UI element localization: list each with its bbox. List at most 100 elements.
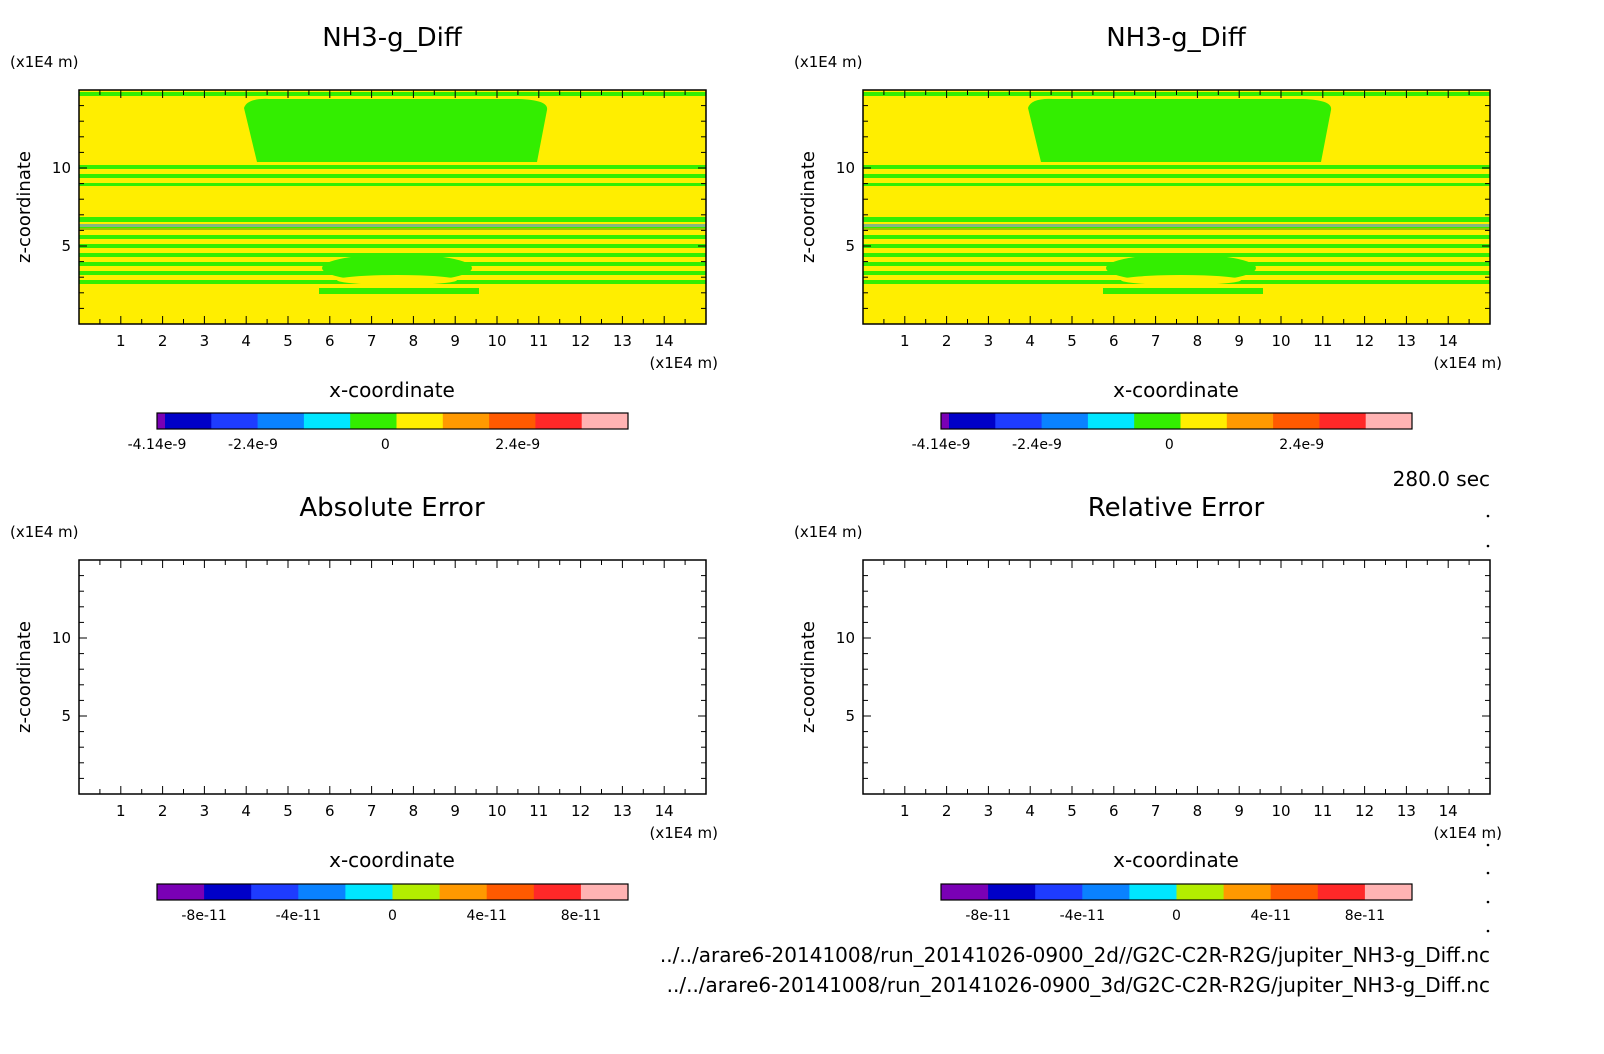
colorbar-cell bbox=[1180, 413, 1228, 429]
colorbar-label: 0 bbox=[1172, 908, 1181, 924]
x-tick-label: 1 bbox=[116, 802, 126, 820]
colorbar-cell bbox=[1082, 884, 1130, 900]
colorbar-cell bbox=[345, 884, 393, 900]
colorbar-cell bbox=[303, 413, 351, 429]
x-tick-label: 9 bbox=[1234, 332, 1244, 350]
marker-dot bbox=[1486, 900, 1490, 904]
x-tick-label: 12 bbox=[571, 332, 590, 350]
field-bump bbox=[1121, 275, 1241, 285]
colorbar-cell bbox=[486, 884, 535, 900]
y-tick-label: 5 bbox=[61, 707, 71, 725]
y-tick-label: 10 bbox=[52, 629, 71, 647]
y-tick-label: 10 bbox=[836, 629, 855, 647]
x-tick-label: 9 bbox=[450, 332, 460, 350]
marker-dot bbox=[1486, 871, 1490, 875]
field-bump bbox=[1106, 254, 1256, 282]
y-axis-label: z-coordinate bbox=[14, 621, 35, 733]
colorbar-cell bbox=[995, 413, 1043, 429]
colorbar-cell bbox=[257, 413, 305, 429]
colorbar-label: -8e-11 bbox=[181, 908, 226, 924]
x-unit-label: (x1E4 m) bbox=[649, 824, 718, 842]
field-band bbox=[79, 174, 706, 178]
field-band bbox=[79, 244, 706, 248]
x-tick-label: 4 bbox=[1025, 802, 1035, 820]
colorbar-cell bbox=[581, 413, 629, 429]
colorbar-label: 8e-11 bbox=[561, 908, 601, 924]
x-tick-label: 11 bbox=[1313, 332, 1332, 350]
y-unit-label: (x1E4 m) bbox=[10, 523, 79, 541]
x-tick-label: 14 bbox=[1439, 802, 1458, 820]
colorbar-label: -2.4e-9 bbox=[1012, 437, 1062, 453]
colorbar-cell bbox=[489, 413, 536, 429]
colorbar: -4.14e-9 -2.4e-9 0 2.4e-9 bbox=[912, 412, 1413, 453]
y-axis-label: z-coordinate bbox=[798, 151, 819, 263]
x-tick-label: 7 bbox=[1151, 332, 1161, 350]
colorbar-cell bbox=[535, 413, 583, 429]
field-shear-layer bbox=[79, 224, 706, 227]
colorbar-label: -4e-11 bbox=[1060, 908, 1105, 924]
x-tick-label: 6 bbox=[1109, 332, 1119, 350]
colorbar-cell bbox=[442, 413, 490, 429]
field-band bbox=[863, 217, 1490, 222]
colorbar-cell bbox=[1273, 413, 1320, 429]
field-band bbox=[79, 165, 706, 169]
colorbar-cell bbox=[439, 884, 488, 900]
x-tick-label: 2 bbox=[158, 332, 168, 350]
chart-panel-2: NH3-g_Diff(x1E4 m)1 2 3 4 5 6 7 8 9 10 11 12 13 14510… bbox=[794, 23, 1502, 453]
field-bump bbox=[337, 275, 457, 285]
x-tick-label: 8 bbox=[1193, 332, 1203, 350]
y-tick-label: 5 bbox=[845, 707, 855, 725]
chart-title: Relative Error bbox=[1088, 493, 1265, 523]
x-tick-label: 6 bbox=[1109, 802, 1119, 820]
colorbar-cell bbox=[1134, 413, 1181, 429]
colorbar-label: -4.14e-9 bbox=[912, 437, 971, 453]
x-tick-label: 1 bbox=[900, 332, 910, 350]
colorbar-label: 0 bbox=[381, 437, 390, 453]
colorbar-label: -4.14e-9 bbox=[128, 437, 187, 453]
x-tick-label: 6 bbox=[325, 332, 335, 350]
chart-title: NH3-g_Diff bbox=[1106, 23, 1247, 53]
x-tick-label: 4 bbox=[241, 802, 251, 820]
x-tick-label: 2 bbox=[942, 332, 952, 350]
field-shear-layer bbox=[79, 228, 706, 230]
x-tick-label: 3 bbox=[984, 802, 994, 820]
colorbar-cell bbox=[1087, 413, 1135, 429]
field-bump bbox=[319, 288, 479, 294]
x-tick-label: 6 bbox=[325, 802, 335, 820]
file-path: ../../arare6-20141008/run_20141026-0900_… bbox=[667, 973, 1490, 997]
field-cap bbox=[244, 98, 548, 162]
y-unit-label: (x1E4 m) bbox=[10, 53, 79, 71]
field-shear-layer bbox=[863, 228, 1490, 230]
colorbar-label: 0 bbox=[1165, 437, 1174, 453]
plot-area bbox=[863, 560, 1490, 794]
colorbar-cell bbox=[298, 884, 346, 900]
x-tick-label: 11 bbox=[1313, 802, 1332, 820]
colorbar-cell bbox=[1319, 413, 1367, 429]
colorbar-cell bbox=[1365, 413, 1413, 429]
x-tick-label: 7 bbox=[1151, 802, 1161, 820]
x-tick-label: 8 bbox=[409, 802, 419, 820]
x-tick-label: 5 bbox=[1067, 802, 1077, 820]
y-tick-label: 5 bbox=[61, 237, 71, 255]
y-tick-label: 10 bbox=[52, 159, 71, 177]
x-tick-label: 1 bbox=[900, 802, 910, 820]
x-tick-label: 5 bbox=[1067, 332, 1077, 350]
colorbar-cell bbox=[204, 884, 252, 900]
x-axis-label: x-coordinate bbox=[1113, 848, 1239, 872]
colorbar-cell bbox=[165, 413, 212, 429]
x-tick-label: 2 bbox=[942, 802, 952, 820]
x-tick-label: 3 bbox=[200, 332, 210, 350]
x-tick-label: 10 bbox=[1271, 332, 1290, 350]
colorbar-label: 4e-11 bbox=[1251, 908, 1291, 924]
marker-dot bbox=[1486, 514, 1490, 518]
chart-title: NH3-g_Diff bbox=[322, 23, 463, 53]
y-tick-label: 5 bbox=[845, 237, 855, 255]
colorbar: -4.14e-9 -2.4e-9 0 2.4e-9 bbox=[128, 412, 629, 453]
x-tick-label: 4 bbox=[1025, 332, 1035, 350]
colorbar-cell bbox=[396, 413, 444, 429]
colorbar-cell bbox=[211, 413, 259, 429]
colorbar-label: 2.4e-9 bbox=[495, 437, 540, 453]
field-band bbox=[79, 183, 706, 186]
colorbar: -8e-11 -4e-11 0 4e-11 8e-11 bbox=[156, 883, 629, 924]
x-tick-label: 7 bbox=[367, 802, 377, 820]
